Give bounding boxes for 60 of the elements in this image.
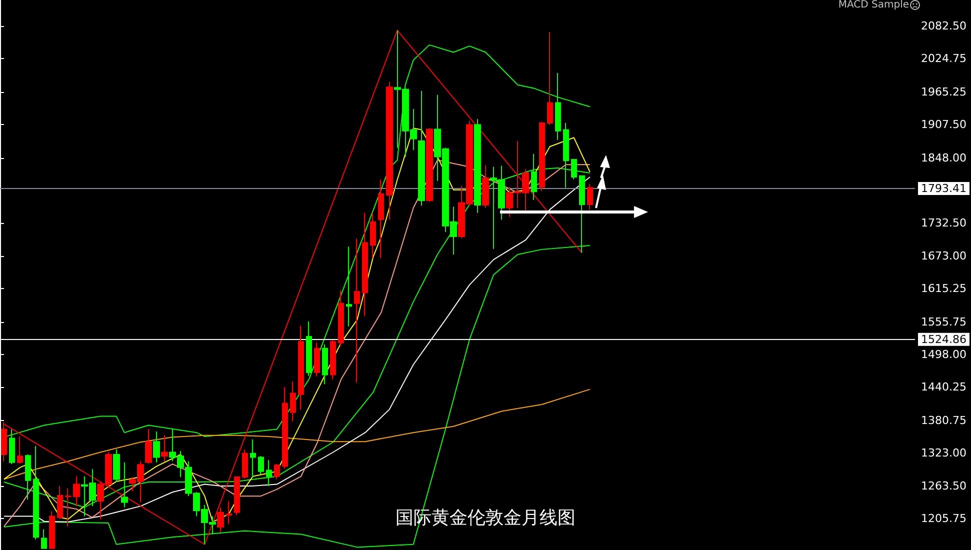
candlestick: [378, 179, 384, 258]
y-tick-label: 1555.75: [921, 316, 966, 329]
y-tick-label: 1440.25: [921, 380, 966, 394]
y-tick-label: 1323.00: [921, 446, 966, 460]
candlestick: [346, 246, 352, 327]
candlestick: [217, 506, 224, 533]
candlestick: [555, 72, 561, 140]
annotation: MACD Sample: [838, 0, 910, 10]
y-tick-label: 1848.00: [921, 151, 966, 164]
candlestick: [547, 32, 553, 126]
candlestick: [250, 438, 256, 478]
candlestick: [426, 128, 433, 202]
candlestick: [306, 320, 312, 376]
candlestick: [539, 121, 545, 192]
y-tick-label: 1498.00: [921, 348, 966, 361]
candlestick: [587, 183, 593, 210]
ref-line-label: 1793.41: [921, 182, 966, 196]
candlestick: [49, 510, 55, 550]
candlestick: [153, 430, 160, 463]
y-tick-label: 1615.25: [921, 282, 966, 296]
candlestick: [322, 344, 328, 385]
candlestick: [370, 212, 376, 258]
candlestick: [266, 460, 272, 486]
candlestick: [314, 342, 320, 377]
candlestick: [362, 212, 368, 316]
candlestick: [290, 380, 296, 422]
candlestick: [226, 500, 232, 525]
candlestick: [73, 476, 80, 507]
candlestick: [161, 434, 168, 462]
candlestick: [338, 290, 344, 347]
candlestick: [274, 464, 280, 480]
candlestick: [354, 238, 360, 384]
candlestick: [145, 428, 152, 464]
candlestick: [113, 448, 120, 483]
candlestick: [482, 164, 489, 208]
y-tick-label: 2082.50: [921, 20, 966, 33]
candlestick: [298, 325, 304, 410]
candlestick: [234, 476, 240, 516]
candlestick: [330, 339, 336, 380]
candlestick: [41, 528, 47, 550]
y-tick-label: 1380.75: [921, 414, 966, 427]
line-series: [4, 388, 590, 480]
candlestick: [57, 485, 63, 520]
y-tick-label: 1673.00: [921, 250, 966, 263]
y-tick-label: 1965.25: [921, 85, 966, 98]
line-series: [4, 30, 582, 545]
y-tick-label: 2024.75: [921, 52, 966, 66]
candlestick: [17, 436, 23, 464]
candlestick: [418, 90, 425, 206]
candlestick: [258, 456, 264, 475]
candlestick: [242, 448, 248, 480]
y-tick-label: 1907.50: [921, 118, 966, 131]
ref-line-label: 1524.86: [921, 332, 966, 346]
candlestick: [282, 386, 288, 470]
y-tick-label: 1263.50: [921, 480, 966, 493]
candlestick: [25, 454, 31, 500]
y-tick-label: 1732.50: [921, 216, 966, 230]
candlestick: [65, 488, 71, 527]
candlestick: [386, 82, 393, 220]
y-tick-label: 1205.75: [921, 512, 966, 526]
